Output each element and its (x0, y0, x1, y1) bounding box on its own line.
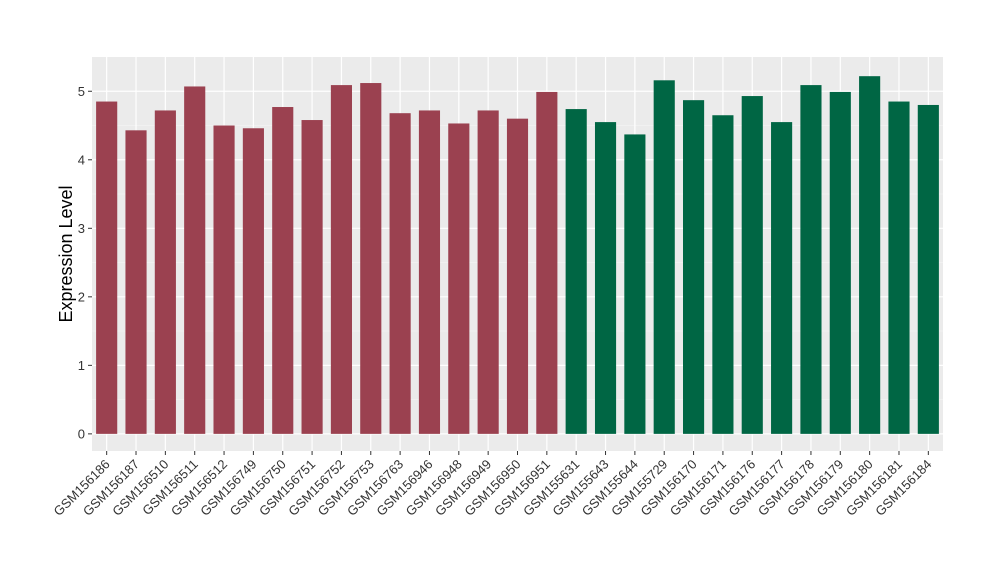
y-axis-title: Expression Level (56, 185, 76, 322)
bar (859, 76, 881, 434)
bar (184, 86, 206, 434)
bar (125, 130, 147, 434)
bar (829, 91, 851, 434)
y-tick-label: 0 (78, 426, 85, 441)
y-tick-label: 1 (78, 358, 85, 373)
bar (594, 122, 617, 434)
bar (418, 110, 441, 434)
bars (96, 76, 939, 434)
bar (624, 134, 646, 434)
bar (96, 101, 118, 434)
bar (213, 125, 235, 434)
bar (800, 85, 822, 434)
bar (653, 80, 675, 434)
bar (565, 109, 587, 434)
bar (330, 85, 352, 434)
bar (360, 83, 382, 434)
bar (389, 113, 411, 434)
x-axis: GSM156186GSM156187GSM156510GSM156511GSM1… (51, 451, 934, 519)
bar (771, 122, 793, 434)
bar (242, 128, 264, 434)
bar (888, 101, 910, 434)
bar (683, 100, 705, 434)
bar (448, 123, 470, 434)
y-tick-label: 4 (78, 152, 85, 167)
y-tick-label: 5 (78, 84, 85, 99)
y-tick-label: 3 (78, 221, 85, 236)
bar (154, 110, 176, 434)
bar (741, 96, 763, 434)
y-tick-label: 2 (78, 289, 85, 304)
bar (536, 91, 558, 434)
bar (506, 118, 529, 434)
bar (712, 115, 734, 434)
bar (272, 107, 294, 434)
y-axis: 0 1 2 3 4 5 (78, 84, 92, 441)
bar (917, 104, 939, 434)
bar (477, 110, 499, 434)
bar (301, 120, 323, 434)
